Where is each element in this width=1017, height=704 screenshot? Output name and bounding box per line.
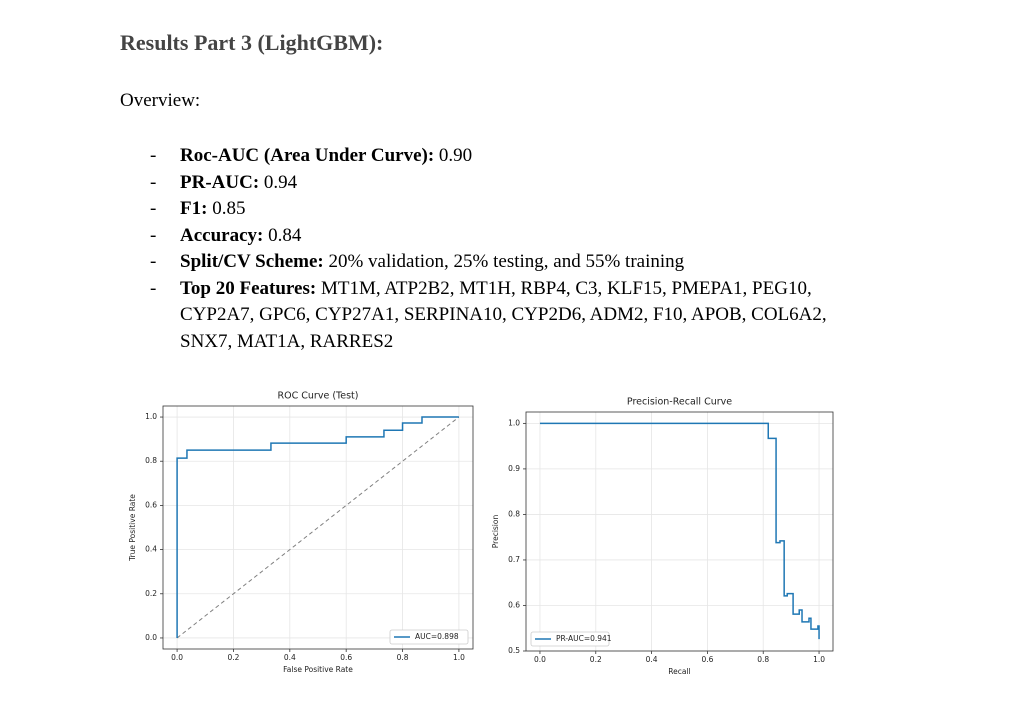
reference-line — [176, 416, 460, 639]
result-item: Roc-AUC (Area Under Curve): 0.90 — [150, 143, 850, 170]
item-text: 0.85 — [212, 198, 246, 219]
legend-box — [530, 631, 610, 647]
item-label: Top 20 Features: — [180, 277, 317, 299]
item-text: 20% validation, 25% testing, and 55% tra… — [328, 251, 685, 272]
curve — [176, 416, 459, 638]
plot-frame — [525, 411, 834, 652]
x-tick-label: 0.6 — [340, 653, 352, 662]
y-axis-label: True Positive Rate — [128, 494, 137, 562]
x-axis-label: False Positive Rate — [283, 665, 353, 674]
item-label: Accuracy: — [180, 224, 264, 246]
chart-title: Precision-Recall Curve — [627, 397, 732, 408]
y-tick-label: 0.8 — [145, 456, 157, 465]
x-tick-label: 1.0 — [813, 655, 825, 664]
result-item: Top 20 Features: MT1M, ATP2B2, MT1H, RBP… — [150, 276, 850, 356]
result-item: Split/CV Scheme: 20% validation, 25% tes… — [150, 249, 850, 276]
y-tick-label: 1.0 — [508, 418, 520, 427]
x-tick-label: 0.8 — [757, 655, 769, 664]
y-tick-label: 0.9 — [508, 464, 520, 473]
y-tick-label: 1.0 — [145, 412, 157, 421]
legend-label: PR-AUC=0.941 — [556, 634, 612, 643]
item-text: 0.94 — [263, 171, 298, 193]
x-tick-label: 0.0 — [171, 653, 183, 662]
result-item: Accuracy: 0.84 — [150, 223, 850, 250]
y-tick-label: 0.4 — [145, 545, 157, 554]
item-label: PR-AUC: — [180, 171, 260, 193]
y-tick-label: 0.2 — [145, 589, 157, 598]
x-tick-label: 0.2 — [590, 655, 602, 664]
result-item: PR-AUC: 0.94 — [150, 170, 850, 197]
y-tick-label: 0.5 — [508, 646, 520, 655]
legend-label: AUC=0.898 — [415, 632, 459, 641]
x-tick-label: 0.4 — [646, 655, 658, 664]
y-tick-label: 0.8 — [508, 509, 520, 518]
item-text: 0.90 — [438, 145, 473, 166]
x-tick-label: 1.0 — [453, 653, 465, 662]
x-tick-label: 0.0 — [534, 655, 546, 664]
result-item: F1: 0.85 — [150, 196, 850, 223]
item-label: Split/CV Scheme: — [180, 251, 324, 272]
y-tick-label: 0.7 — [508, 555, 520, 564]
x-tick-label: 0.4 — [284, 653, 296, 662]
x-tick-label: 0.6 — [701, 655, 713, 664]
chart-title: ROC Curve (Test) — [278, 391, 359, 402]
results-list: Roc-AUC (Area Under Curve): 0.90 PR-AUC:… — [150, 143, 850, 355]
charts: 0.0 0.2 0.4 0.6 0.8 1.0 0.0 0.2 0.4 0.6 0.8 1.0 ROC … — [128, 391, 834, 676]
item-label: F1: — [180, 198, 208, 219]
y-tick-label: 0.6 — [508, 600, 520, 609]
y-tick-label: 0.6 — [145, 500, 157, 509]
x-tick-label: 0.8 — [397, 653, 409, 662]
plot-frame — [162, 405, 474, 650]
overview-heading: Overview: — [120, 90, 201, 111]
title: Results Part 3 (LightGBM): — [120, 30, 384, 55]
item-label: Roc-AUC (Area Under Curve): — [180, 145, 435, 166]
y-tick-label: 0.0 — [145, 633, 157, 642]
curve — [539, 422, 820, 640]
x-axis-label: Recall — [668, 667, 690, 676]
legend-box — [389, 629, 469, 645]
y-axis-label: Precision — [491, 515, 500, 549]
x-tick-label: 0.2 — [227, 653, 239, 662]
item-text: 0.84 — [268, 224, 302, 246]
item-text: MT1M, ATP2B2, MT1H, RBP4, C3, KLF15, PME… — [180, 277, 827, 352]
